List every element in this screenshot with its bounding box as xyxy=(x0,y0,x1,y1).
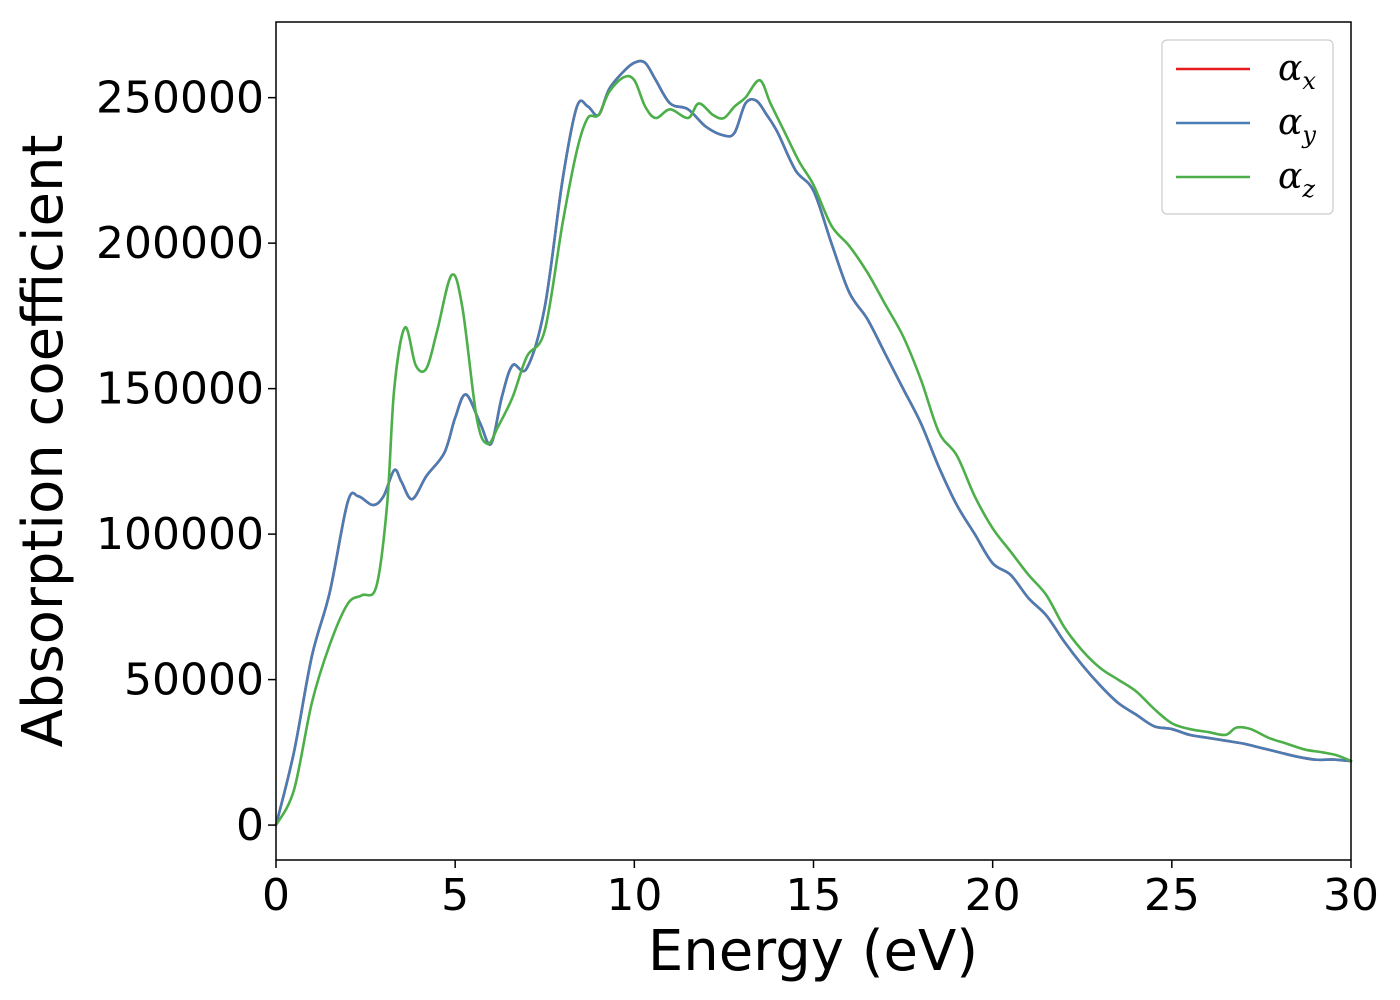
y-tick-label: 250000 xyxy=(96,73,264,124)
y-tick-label: 50000 xyxy=(124,655,264,706)
x-tick-label: 0 xyxy=(262,870,290,921)
x-tick-label: 15 xyxy=(786,870,842,921)
y-tick-label: 200000 xyxy=(96,218,264,269)
y-tick-label: 150000 xyxy=(96,364,264,415)
legend: αx αy αz xyxy=(1161,39,1334,215)
x-tick-label: 30 xyxy=(1323,870,1379,921)
legend-label-y: αy xyxy=(1278,102,1316,149)
y-axis-ticks: 0 50000 100000 150000 200000 250000 xyxy=(96,73,276,851)
y-tick-label: 100000 xyxy=(96,509,264,560)
y-axis-label: Absorption coefficient xyxy=(11,135,76,748)
y-tick-label: 0 xyxy=(236,800,264,851)
x-tick-label: 10 xyxy=(606,870,662,921)
x-tick-label: 25 xyxy=(1144,870,1200,921)
legend-label-x: αx xyxy=(1278,48,1316,95)
series-line-z xyxy=(274,74,1353,827)
legend-label-z: αz xyxy=(1278,156,1315,203)
x-tick-label: 5 xyxy=(441,870,469,921)
series-line-y xyxy=(274,59,1353,827)
x-axis-label: Energy (eV) xyxy=(648,919,978,984)
series-lines xyxy=(274,59,1353,827)
x-tick-label: 20 xyxy=(965,870,1021,921)
x-axis-ticks: 0 5 10 15 20 25 30 xyxy=(262,860,1379,921)
legend-box xyxy=(1161,39,1334,215)
